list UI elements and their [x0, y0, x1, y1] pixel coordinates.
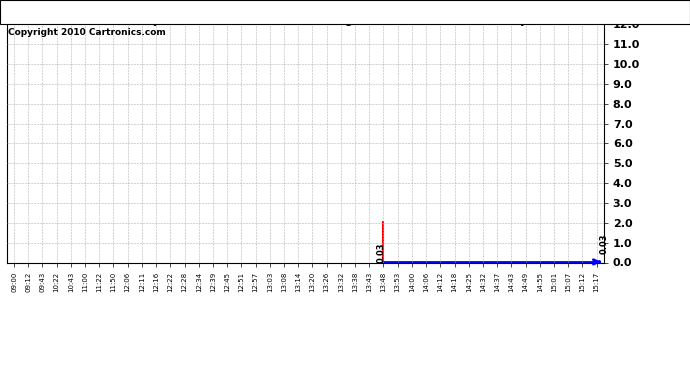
Text: 0.03: 0.03	[377, 242, 386, 263]
Text: 0.03: 0.03	[599, 234, 609, 254]
Text: East Array Actual Power (red) & Average Power (Watts blue) Sat Jan 9 15:26: East Array Actual Power (red) & Average …	[92, 13, 598, 26]
Text: Copyright 2010 Cartronics.com: Copyright 2010 Cartronics.com	[8, 28, 166, 37]
